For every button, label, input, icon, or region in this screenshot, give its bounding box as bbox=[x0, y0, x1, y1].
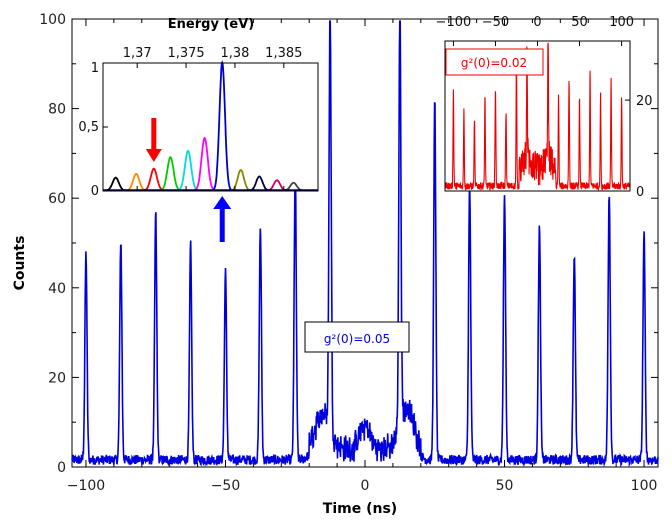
main-annotation-box: g²(0)=0.05 bbox=[304, 321, 410, 353]
g2-inset-x-tick-label: 50 bbox=[571, 15, 588, 30]
spectrum-x-tick-label: 1,385 bbox=[265, 46, 302, 61]
spectrum-inset: 1,37 1,375 1,38 1,385 00,51 Energy (eV) bbox=[78, 17, 319, 242]
red-down-arrow-head bbox=[145, 149, 162, 162]
red-down-arrow-shaft bbox=[151, 118, 157, 150]
main-y-tick-label: 80 bbox=[48, 102, 66, 118]
blue-up-arrow-head bbox=[213, 196, 232, 209]
g2-inset-x-tick-label: −50 bbox=[482, 15, 509, 30]
main-x-tick-label: 100 bbox=[631, 478, 658, 494]
spectrum-x-tick-label: 1,37 bbox=[123, 46, 152, 61]
spectrum-x-tick-label: 1,375 bbox=[167, 46, 204, 61]
spectrum-markers bbox=[145, 118, 232, 242]
spectrum-inset-background bbox=[103, 63, 318, 191]
g2-inset-x-tick-label: 100 bbox=[609, 15, 634, 30]
main-y-tick-label: 20 bbox=[48, 370, 66, 386]
g2-inset-annotation-frame bbox=[445, 48, 544, 76]
spectrum-y-tick-label: 1 bbox=[91, 61, 99, 76]
g2-inset-x-tick-label: 0 bbox=[533, 15, 541, 30]
g2-inset-y-tick-label: 20 bbox=[636, 94, 653, 109]
main-y-tick-label: 100 bbox=[39, 12, 66, 28]
main-annotation-frame bbox=[304, 321, 410, 353]
g2-inset-x-axis: −100 −50 0 50 100 bbox=[436, 15, 634, 46]
main-x-axis: −100 −50 0 50 100 bbox=[67, 19, 658, 494]
main-y-tick-label: 40 bbox=[48, 281, 66, 297]
main-series-line bbox=[71, 20, 659, 468]
g2-inset-series-group bbox=[444, 42, 631, 192]
spectrum-y-axis: 00,51 bbox=[78, 61, 108, 199]
spectrum-y-tick-label: 0,5 bbox=[78, 120, 99, 135]
main-x-tick-label: 0 bbox=[361, 478, 370, 494]
main-y-tick-label: 0 bbox=[57, 460, 66, 476]
g2-inset-annotation-box: g²(0)=0.02 bbox=[445, 48, 544, 76]
spectrum-x-axis: 1,37 1,375 1,38 1,385 bbox=[123, 46, 302, 191]
g2-inset: −100 −50 0 50 100 0 20 g²(0)=0.02 bbox=[436, 15, 653, 200]
g2-inset-annotation: g²(0)=0.02 bbox=[461, 56, 527, 70]
g2-inset-series-line bbox=[444, 42, 631, 192]
spectrum-x-tick-label: 1,38 bbox=[220, 46, 249, 61]
main-x-tick-label: 50 bbox=[496, 478, 514, 494]
main-g2-annotation: g²(0)=0.05 bbox=[324, 332, 390, 346]
g2-inset-y-axis: 0 20 bbox=[625, 94, 653, 200]
g2-inset-y-tick-label: 0 bbox=[636, 185, 644, 200]
main-x-tick-label: −100 bbox=[67, 478, 105, 494]
main-y-axis-title: Counts bbox=[12, 236, 28, 291]
main-y-tick-label: 60 bbox=[48, 191, 66, 207]
main-series-group bbox=[71, 20, 659, 468]
main-x-axis-title: Time (ns) bbox=[323, 501, 397, 517]
blue-up-arrow-shaft bbox=[219, 208, 225, 242]
main-x-tick-label: −50 bbox=[211, 478, 241, 494]
g2-inset-x-tick-label: −100 bbox=[436, 15, 472, 30]
spectrum-y-tick-label: 0 bbox=[91, 184, 99, 199]
spectrum-inset-title: Energy (eV) bbox=[168, 17, 254, 32]
